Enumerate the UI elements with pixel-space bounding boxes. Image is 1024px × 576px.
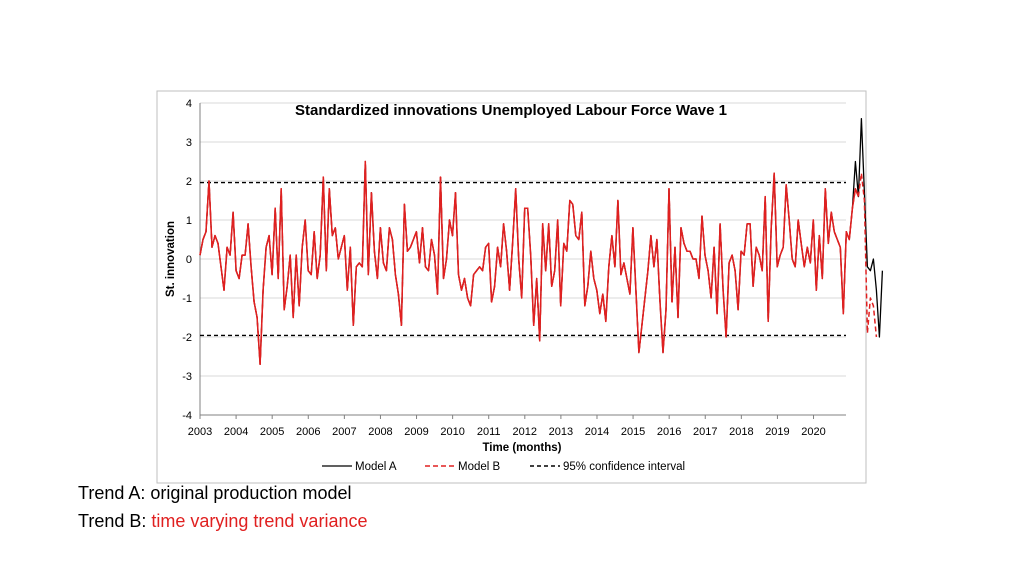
y-tick-label: -2 [182,332,192,344]
x-tick-label: 2008 [368,426,392,438]
x-tick-label: 2010 [440,426,464,438]
y-tick-labels: 4 3 2 1 0 -1 -2 -3 -4 [182,98,192,422]
x-tick-label: 2012 [513,426,537,438]
x-tick-labels: 2003 2004 2005 2006 2007 2008 2009 2010 2011 2012… [188,426,826,438]
x-tick-label: 2018 [729,426,753,438]
caption-trend-a: Trend A: original production model [78,483,352,503]
x-tick-label: 2003 [188,426,212,438]
y-tick-label: 4 [186,98,192,110]
x-axis-title: Time (months) [482,442,561,454]
chart-border [156,90,867,484]
x-tick-label: 2011 [477,426,501,438]
x-tick-label: 2006 [296,426,320,438]
y-tick-label: -3 [182,371,192,383]
y-tick-label: 3 [186,137,192,149]
y-tick-label: 0 [186,254,192,266]
legend-label-model-b: Model B [458,461,501,473]
axes [199,103,846,419]
x-tick-label: 2009 [404,426,428,438]
x-tick-label: 2015 [621,426,645,438]
caption-trend-b: Trend B: time varying trend variance [78,511,367,532]
legend: Model A Model B 95% confidence interval [322,461,685,473]
y-tick-label: -4 [182,410,192,422]
x-tick-label: 2014 [585,426,609,438]
x-tick-label: 2004 [224,426,248,438]
y-tick-label: -1 [182,293,192,305]
legend-label-model-a: Model A [355,461,397,473]
y-tick-label: 1 [186,215,192,227]
x-tick-label: 2016 [657,426,681,438]
x-tick-label: 2005 [260,426,284,438]
x-tick-label: 2017 [693,426,717,438]
x-tick-label: 2020 [801,426,825,438]
series-lines [199,117,884,366]
legend-label-ci: 95% confidence interval [563,461,685,473]
y-tick-label: 2 [186,176,192,188]
y-axis-title: St. innovation [165,221,177,297]
caption-trend-b-highlight: time varying trend variance [151,511,368,531]
x-tick-label: 2013 [549,426,573,438]
chart-title: Standardized innovations Unemployed Labo… [295,102,727,119]
x-tick-label: 2007 [332,426,356,438]
x-tick-label: 2019 [765,426,789,438]
caption-trend-b-prefix: Trend B: [78,511,152,531]
series-line-model-b-overlay [199,160,860,366]
